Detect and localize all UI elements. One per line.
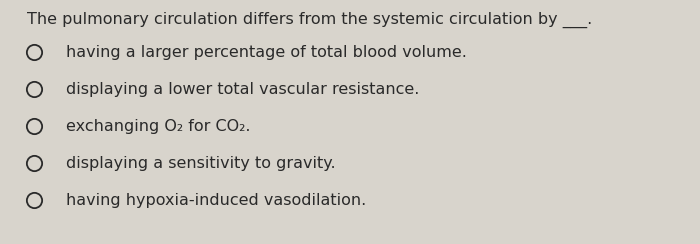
Text: displaying a lower total vascular resistance.: displaying a lower total vascular resist… (66, 82, 420, 97)
Text: The pulmonary circulation differs from the systemic circulation by ___.: The pulmonary circulation differs from t… (27, 12, 592, 28)
Text: displaying a sensitivity to gravity.: displaying a sensitivity to gravity. (66, 156, 336, 171)
Text: exchanging O₂ for CO₂.: exchanging O₂ for CO₂. (66, 119, 251, 134)
Text: having a larger percentage of total blood volume.: having a larger percentage of total bloo… (66, 45, 468, 60)
Text: having hypoxia-induced vasodilation.: having hypoxia-induced vasodilation. (66, 193, 367, 208)
